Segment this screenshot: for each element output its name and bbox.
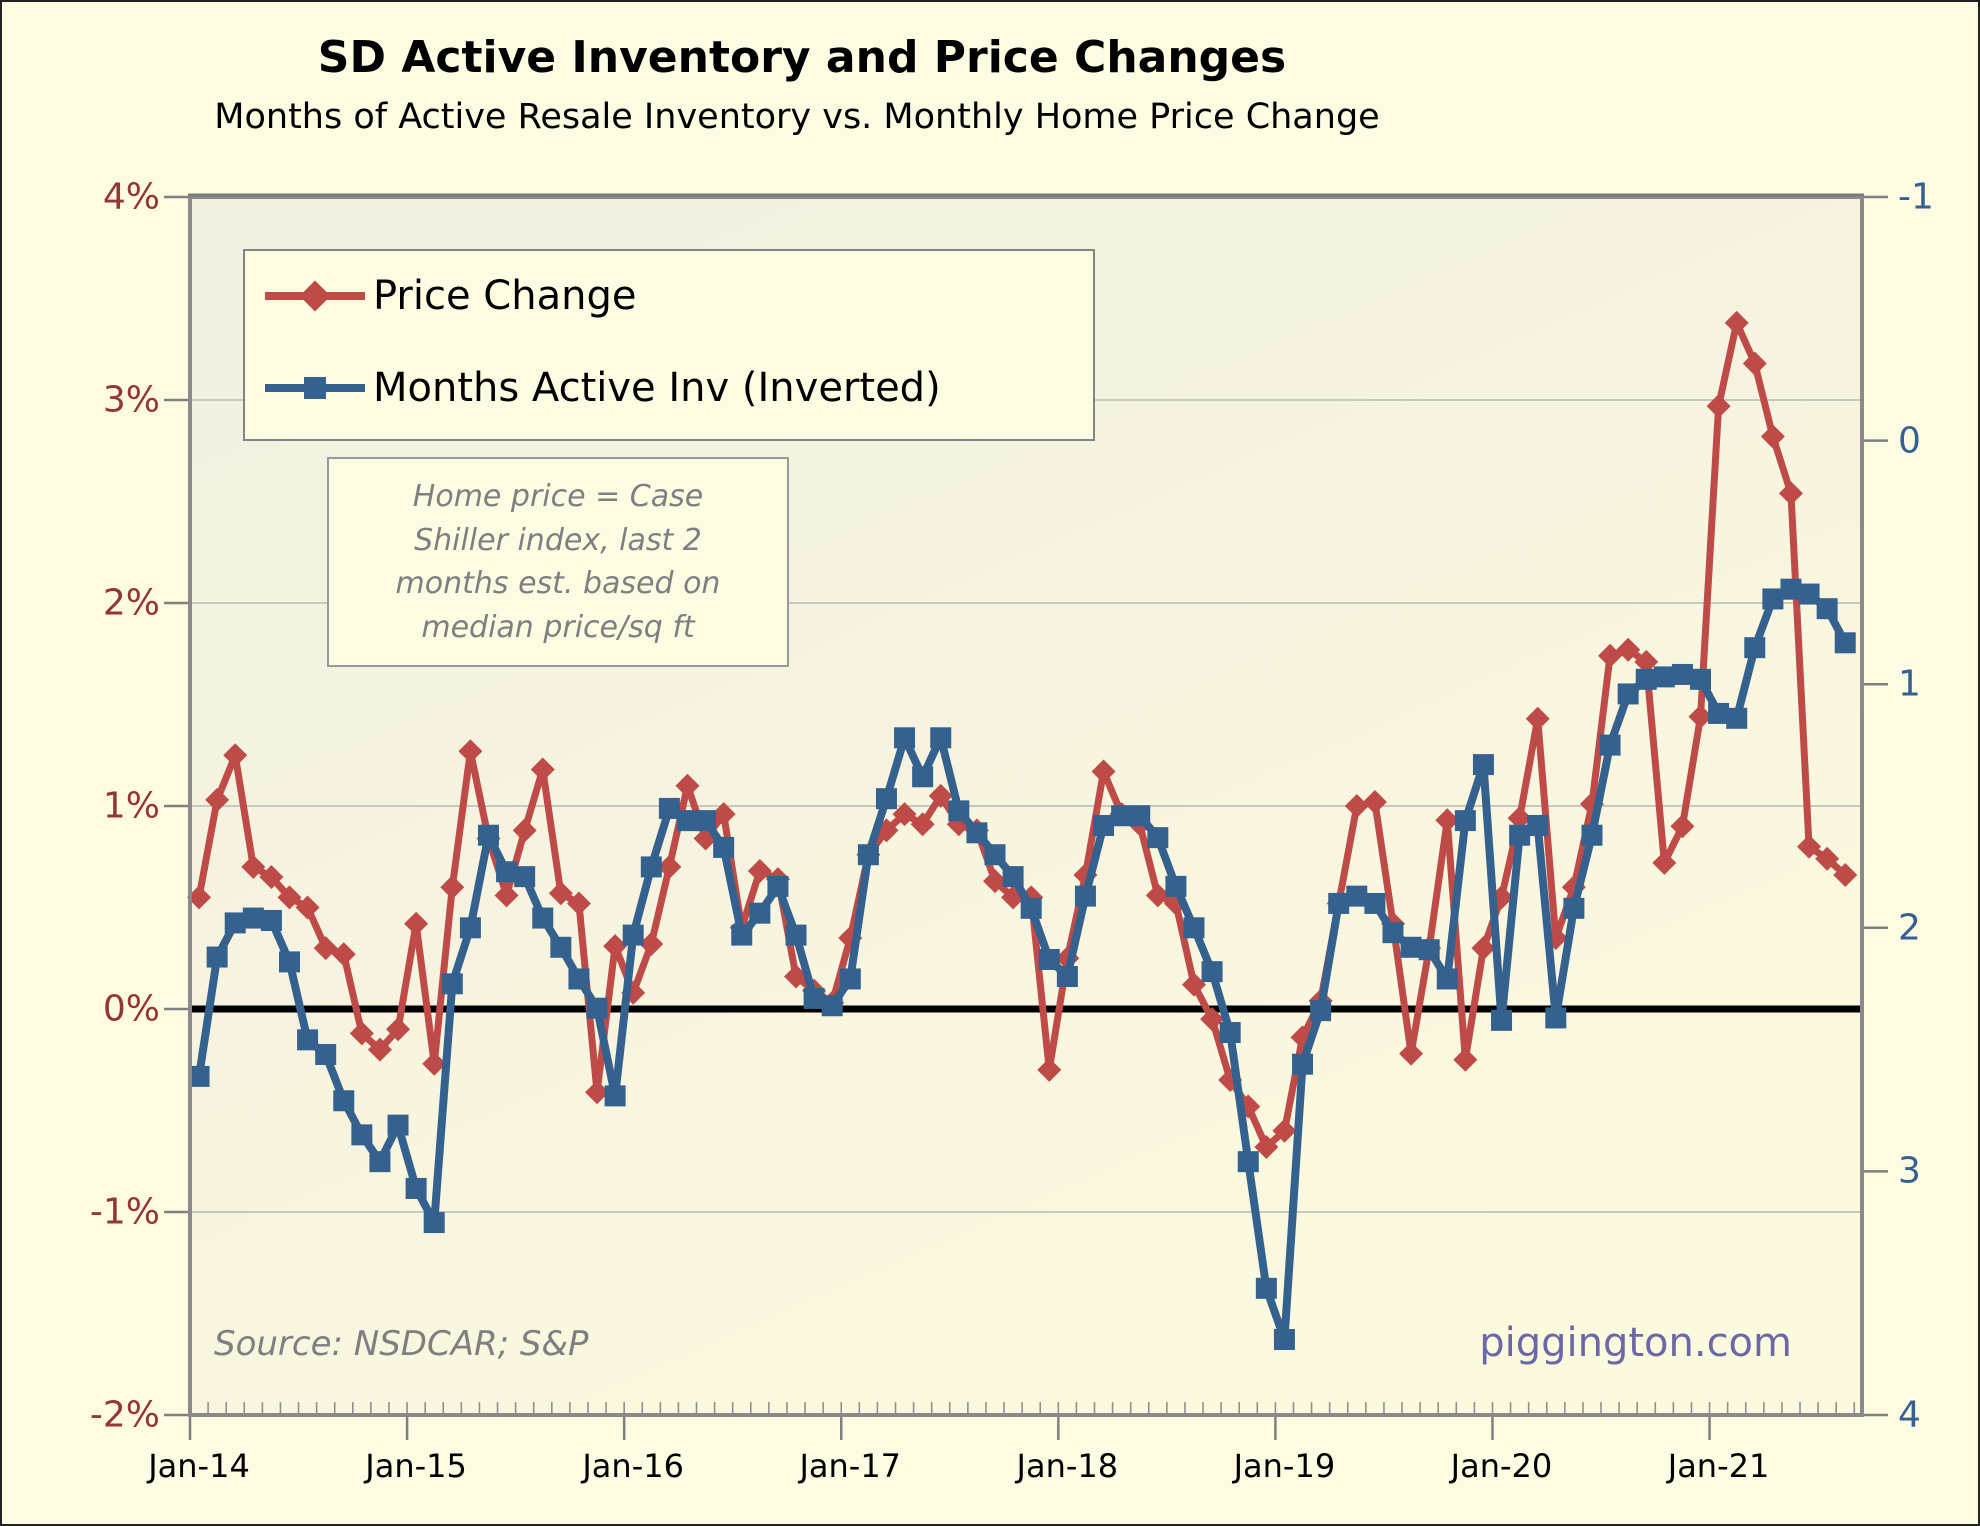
left-axis-tick-label: 1% [102, 785, 160, 827]
price-change-line-sample [265, 280, 365, 312]
x-axis-tick-label: Jan-16 [582, 1447, 684, 1485]
left-axis-tick-label: -1% [89, 1191, 160, 1233]
left-axis-tick-label: -2% [89, 1394, 160, 1436]
right-axis-tick-label: 0 [1898, 420, 1921, 462]
legend-item-months-active-inv: Months Active Inv (Inverted) [265, 363, 941, 413]
right-axis-tick-label: 2 [1898, 907, 1921, 949]
watermark-link[interactable]: piggington.com [1479, 1320, 1792, 1366]
months-inv-line-sample [265, 377, 365, 399]
x-axis-tick-label: Jan-18 [1016, 1447, 1119, 1485]
diamond-marker-icon [299, 280, 331, 312]
x-axis-tick-label: Jan-15 [365, 1447, 467, 1485]
annotation-box: Home price = Case Shiller index, last 2 … [327, 457, 789, 667]
right-axis-tick-label: -1 [1898, 176, 1934, 218]
x-axis-tick-label: Jan-17 [799, 1447, 902, 1485]
left-axis-tick-label: 4% [102, 176, 160, 218]
square-marker-icon [304, 377, 326, 399]
legend-item-price-change: Price Change [265, 271, 636, 321]
source-note: Source: NSDCAR; S&P [214, 1324, 589, 1364]
legend-label: Price Change [373, 273, 637, 319]
left-axis-tick-label: 3% [102, 379, 160, 421]
right-axis-tick-label: 1 [1898, 663, 1921, 705]
legend-label: Months Active Inv (Inverted) [373, 365, 941, 411]
x-axis-tick-label: Jan-21 [1667, 1447, 1770, 1485]
x-axis-tick-label: Jan-14 [148, 1447, 250, 1485]
x-axis-tick-label: Jan-20 [1450, 1447, 1553, 1485]
page-title: SD Active Inventory and Price Changes [317, 32, 1287, 83]
legend-box: Price Change Months Active Inv (Inverted… [243, 249, 1095, 441]
right-axis-tick-label: 3 [1898, 1150, 1921, 1192]
right-axis-tick-label: 4 [1898, 1394, 1921, 1436]
page-subtitle: Months of Active Resale Inventory vs. Mo… [214, 97, 1380, 137]
left-axis-tick-label: 0% [102, 988, 160, 1030]
x-axis-tick-label: Jan-19 [1233, 1447, 1336, 1485]
left-axis-tick-label: 2% [102, 582, 160, 624]
